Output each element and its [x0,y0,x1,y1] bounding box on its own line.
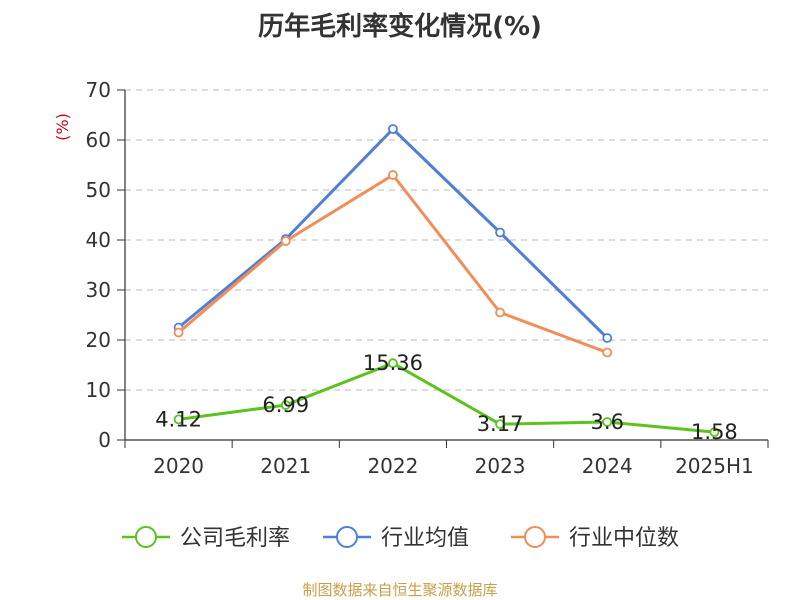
series-line [177,127,609,340]
y-tick-labels: 0 10 20 30 40 50 60 70 [86,78,111,452]
data-point [388,358,398,369]
series-lines [173,124,720,438]
data-label: 6.99 [262,393,309,417]
y-tick-label: 70 [86,78,111,102]
legend-marker [135,526,157,548]
data-point [495,419,505,430]
y-tick-label: 10 [86,378,111,402]
x-tick-label: 2022 [367,454,418,478]
grid-lines [125,89,768,391]
x-tick-labels: 2020 2021 2022 2023 2024 2025H1 [153,454,754,478]
legend: 公司毛利率 行业均值 行业中位数 [122,526,679,551]
data-point [280,236,291,246]
data-point [602,333,613,343]
data-point [388,170,398,180]
data-labels: 4.12 6.99 15.36 3.17 3.6 1.58 [155,351,738,444]
data-label: 4.12 [155,407,202,431]
series-line [178,361,715,434]
data-label: 1.58 [691,420,738,444]
data-point [709,427,720,438]
data-label: 3.6 [591,410,624,434]
y-axis-label: (%) [53,113,72,141]
x-tick-label: 2021 [260,454,311,478]
legend-marker [524,526,546,548]
data-point [602,347,613,358]
data-point [388,124,398,134]
y-tick-label: 0 [98,428,111,452]
axes [117,89,769,448]
legend-label: 行业中位数 [569,526,679,551]
legend-label: 行业均值 [381,526,469,551]
legend-label: 公司毛利率 [180,526,290,551]
data-point [173,414,184,425]
legend-marker [336,526,358,548]
y-tick-label: 60 [86,128,111,152]
chart-title: 历年毛利率变化情况(%) [258,12,542,42]
data-point [495,227,505,238]
data-point [280,400,291,410]
data-label: 15.36 [363,351,423,375]
y-tick-label: 30 [86,278,111,302]
y-tick-label: 50 [86,178,111,202]
data-label: 3.17 [477,412,524,436]
data-point [495,307,505,318]
y-tick-label: 40 [86,228,111,252]
legend-item[interactable]: 行业中位数 [511,526,679,551]
legend-item[interactable]: 公司毛利率 [122,526,290,551]
x-tick-label: 2020 [153,454,204,478]
source-note: 制图数据来自恒生聚源数据库 [302,581,498,599]
x-tick-label: 2024 [582,454,633,478]
data-point [602,417,613,427]
data-point [173,327,184,338]
x-tick-label: 2025H1 [675,454,754,478]
y-tick-label: 20 [86,328,111,352]
x-tick-label: 2023 [475,454,526,478]
series-line [177,173,608,354]
legend-item[interactable]: 行业均值 [323,526,469,551]
